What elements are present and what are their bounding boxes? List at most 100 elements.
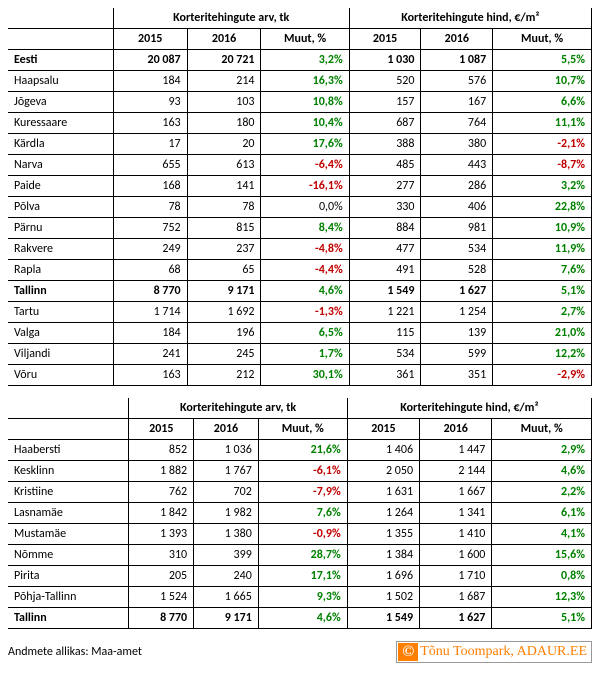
price-change: 6,6%	[493, 92, 592, 113]
price-2016: 599	[421, 344, 493, 365]
price-2015: 1 406	[347, 440, 419, 461]
count-change: 21,6%	[258, 440, 347, 461]
row-label: Nõmme	[8, 545, 129, 566]
count-2016: 702	[194, 482, 259, 503]
price-2015: 520	[349, 71, 421, 92]
count-2016: 1 692	[187, 302, 261, 323]
count-2015: 184	[113, 323, 187, 344]
price-2016: 1 087	[421, 50, 493, 71]
count-2016: 240	[194, 566, 259, 587]
price-2015: 115	[349, 323, 421, 344]
table-row: Mustamäe1 3931 380-0,9%1 3551 4104,1%	[8, 524, 592, 545]
count-change: 7,6%	[258, 503, 347, 524]
count-change: 28,7%	[258, 545, 347, 566]
price-2015: 330	[349, 197, 421, 218]
source-text: Andmete allikas: Maa-amet	[8, 645, 142, 659]
price-2016: 2 144	[420, 461, 492, 482]
row-label: Valga	[8, 323, 113, 344]
price-change: 5,5%	[493, 50, 592, 71]
header-2016: 2016	[187, 29, 261, 50]
table-row: Kristiine762702-7,9%1 6311 6672,2%	[8, 482, 592, 503]
count-2016: 9 171	[187, 281, 261, 302]
header-price-group: Korteritehingute hind, €/m²	[349, 8, 591, 29]
price-2015: 388	[349, 134, 421, 155]
count-2016: 141	[187, 176, 261, 197]
price-change: -8,7%	[493, 155, 592, 176]
table-row: Viljandi2412451,7%53459912,2%	[8, 344, 592, 365]
price-2016: 406	[421, 197, 493, 218]
count-change: 0,0%	[261, 197, 349, 218]
count-2016: 1 036	[194, 440, 259, 461]
price-2015: 1 221	[349, 302, 421, 323]
row-label: Paide	[8, 176, 113, 197]
count-2015: 163	[113, 365, 187, 386]
price-2015: 1 631	[347, 482, 419, 503]
count-2016: 20 721	[187, 50, 261, 71]
header-change: Muut, %	[492, 419, 592, 440]
count-2016: 9 171	[194, 608, 259, 629]
count-2015: 68	[113, 260, 187, 281]
price-2016: 576	[421, 71, 493, 92]
price-change: 12,2%	[493, 344, 592, 365]
price-change: 12,3%	[492, 587, 592, 608]
attribution-text: Tõnu Toompark, ADAUR.EE	[420, 644, 587, 660]
price-2016: 764	[421, 113, 493, 134]
count-2016: 212	[187, 365, 261, 386]
row-label: Viljandi	[8, 344, 113, 365]
price-2016: 1 447	[420, 440, 492, 461]
price-change: 6,1%	[492, 503, 592, 524]
row-label: Võru	[8, 365, 113, 386]
price-2016: 380	[421, 134, 493, 155]
count-change: 9,3%	[258, 587, 347, 608]
price-change: 3,2%	[493, 176, 592, 197]
table-row: Pärnu7528158,4%88498110,9%	[8, 218, 592, 239]
count-change: -7,9%	[258, 482, 347, 503]
count-2016: 245	[187, 344, 261, 365]
row-label: Rakvere	[8, 239, 113, 260]
price-change: 11,1%	[493, 113, 592, 134]
copyright-icon: ©	[398, 643, 418, 661]
count-2015: 241	[113, 344, 187, 365]
price-2016: 1 627	[421, 281, 493, 302]
header-2015: 2015	[113, 29, 187, 50]
count-2015: 1 393	[129, 524, 194, 545]
table-row: Võru16321230,1%361351-2,9%	[8, 365, 592, 386]
count-2016: 180	[187, 113, 261, 134]
footer: Andmete allikas: Maa-amet © Tõnu Toompar…	[8, 641, 592, 663]
count-change: 10,4%	[261, 113, 349, 134]
row-label: Mustamäe	[8, 524, 129, 545]
count-2015: 1 842	[129, 503, 194, 524]
price-change: 10,7%	[493, 71, 592, 92]
count-2015: 184	[113, 71, 187, 92]
count-change: -1,3%	[261, 302, 349, 323]
count-change: -4,8%	[261, 239, 349, 260]
header-2015: 2015	[347, 419, 419, 440]
blank-subheader	[8, 29, 113, 50]
count-2016: 1 665	[194, 587, 259, 608]
price-2015: 884	[349, 218, 421, 239]
table-cities: Korteritehingute arv, tk Korteritehingut…	[8, 8, 592, 386]
count-2016: 815	[187, 218, 261, 239]
count-2015: 93	[113, 92, 187, 113]
price-change: 15,6%	[492, 545, 592, 566]
count-2015: 1 714	[113, 302, 187, 323]
row-label: Põlva	[8, 197, 113, 218]
count-2016: 1 380	[194, 524, 259, 545]
attribution-badge: © Tõnu Toompark, ADAUR.EE	[396, 641, 592, 663]
count-2015: 752	[113, 218, 187, 239]
price-2015: 477	[349, 239, 421, 260]
row-label: Tartu	[8, 302, 113, 323]
header-2015: 2015	[349, 29, 421, 50]
count-2015: 249	[113, 239, 187, 260]
count-change: -16,1%	[261, 176, 349, 197]
price-2015: 1 030	[349, 50, 421, 71]
header-count-group: Korteritehingute arv, tk	[113, 8, 349, 29]
header-change: Muut, %	[258, 419, 347, 440]
count-2016: 613	[187, 155, 261, 176]
header-count-group: Korteritehingute arv, tk	[129, 398, 347, 419]
row-label: Rapla	[8, 260, 113, 281]
price-2016: 981	[421, 218, 493, 239]
count-2015: 17	[113, 134, 187, 155]
count-2016: 20	[187, 134, 261, 155]
count-2015: 1 524	[129, 587, 194, 608]
